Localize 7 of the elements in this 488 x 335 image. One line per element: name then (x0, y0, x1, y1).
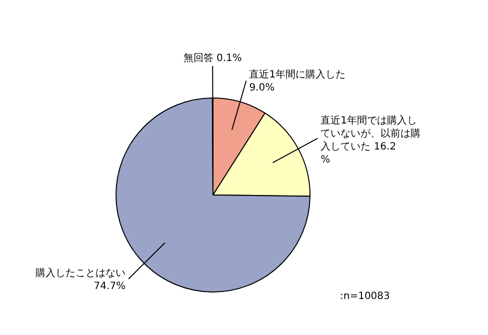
text: :n=10083 (340, 291, 390, 302)
slice-label: 直近1年間では購入していないが、以前は購入していた 16.2% (320, 114, 421, 166)
data-label: 74.7% (94, 280, 126, 292)
slice-label: 直近1年間に購入した (249, 68, 346, 81)
data-label: 9.0% (249, 82, 275, 94)
slice-label: 購入したことはない (36, 266, 126, 279)
slice-label: 無回答 0.1% (183, 52, 242, 64)
